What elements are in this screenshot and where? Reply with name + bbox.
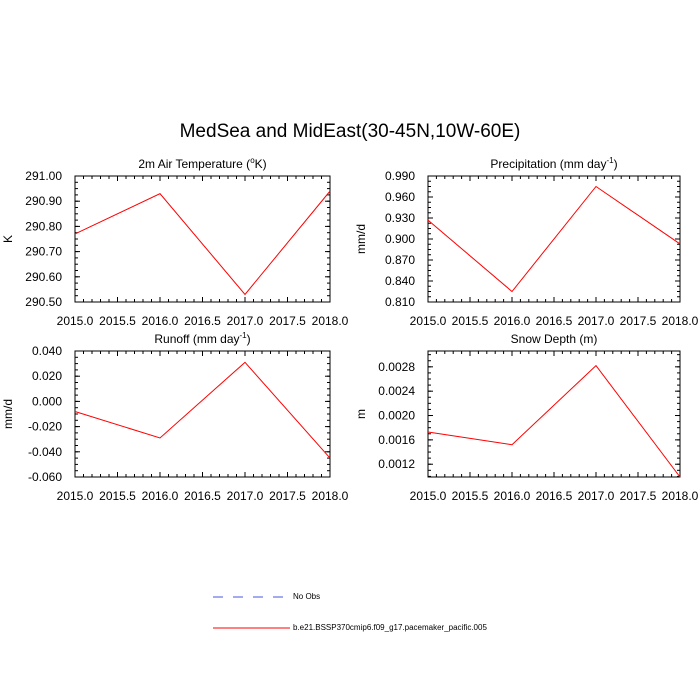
- x-tick-label: 2017.5: [620, 314, 657, 328]
- series-line: [427, 364, 681, 478]
- x-tick-label: 2015.5: [99, 489, 136, 503]
- y-tick-label: 0.000: [32, 394, 62, 408]
- series-line: [74, 190, 331, 296]
- y-tick-label: 0.0028: [378, 360, 415, 374]
- x-tick-label: 2016.5: [184, 489, 221, 503]
- y-tick-label: 290.60: [25, 270, 62, 284]
- x-tick-label: 2017.5: [269, 314, 306, 328]
- x-tick-label: 2017.0: [578, 489, 615, 503]
- panel-title-part: Runoff (mm day: [154, 332, 239, 346]
- x-tick-label: 2016.5: [536, 314, 573, 328]
- y-tick-label: 290.80: [25, 219, 62, 233]
- panel-title: 2m Air Temperature (oK): [138, 156, 266, 171]
- x-tick-label: 2016.0: [494, 314, 531, 328]
- y-axis-label: mm/d: [354, 224, 368, 254]
- page-title: MedSea and MidEast(30-45N,10W-60E): [179, 121, 521, 142]
- y-tick-label: -0.020: [28, 420, 62, 434]
- y-tick-label: 0.0016: [378, 433, 415, 447]
- y-tick-label: -0.060: [28, 470, 62, 484]
- x-tick-label: 2018.0: [662, 489, 699, 503]
- panel-title-part: ): [247, 332, 251, 346]
- series-line: [427, 185, 681, 293]
- panel-title-part: 2m Air Temperature (: [138, 157, 250, 171]
- y-tick-label: 0.0012: [378, 457, 415, 471]
- y-tick-label: 0.020: [32, 369, 62, 383]
- panel-title-superscript: -1: [606, 156, 614, 165]
- panel-title-superscript: -1: [240, 331, 248, 340]
- x-tick-label: 2016.5: [536, 489, 573, 503]
- x-tick-label: 2017.0: [227, 489, 264, 503]
- x-tick-label: 2017.0: [578, 314, 615, 328]
- y-tick-label: 0.040: [32, 344, 62, 358]
- x-tick-label: 2015.0: [57, 489, 94, 503]
- y-tick-label: 290.70: [25, 245, 62, 259]
- y-tick-label: -0.040: [28, 445, 62, 459]
- x-tick-label: 2016.0: [494, 489, 531, 503]
- x-tick-label: 2018.0: [312, 489, 349, 503]
- x-tick-label: 2017.5: [620, 489, 657, 503]
- x-tick-label: 2016.0: [142, 489, 179, 503]
- panel-title: Runoff (mm day-1): [154, 331, 250, 346]
- panel-title-part: ): [614, 157, 618, 171]
- panel-title-part: Snow Depth (m): [511, 332, 598, 346]
- y-axis-label: m: [354, 409, 368, 419]
- y-tick-label: 0.930: [385, 211, 415, 225]
- x-tick-label: 2015.0: [57, 314, 94, 328]
- y-tick-label: 0.900: [385, 232, 415, 246]
- x-tick-label: 2015.0: [410, 489, 447, 503]
- x-tick-label: 2018.0: [662, 314, 699, 328]
- x-tick-label: 2016.0: [142, 314, 179, 328]
- panel-title: Snow Depth (m): [511, 332, 598, 346]
- x-tick-label: 2016.5: [184, 314, 221, 328]
- panel-title-part: Precipitation (mm day: [490, 157, 606, 171]
- plot-frame: [427, 350, 681, 478]
- y-tick-label: 290.50: [25, 295, 62, 309]
- x-tick-label: 2015.5: [452, 314, 489, 328]
- y-tick-label: 290.90: [25, 194, 62, 208]
- panel-title-part: K): [255, 157, 267, 171]
- y-tick-label: 0.990: [385, 169, 415, 183]
- y-tick-label: 291.00: [25, 169, 62, 183]
- y-tick-label: 0.870: [385, 253, 415, 267]
- panel-title: Precipitation (mm day-1): [490, 156, 617, 171]
- y-tick-label: 0.810: [385, 295, 415, 309]
- x-tick-label: 2017.5: [269, 489, 306, 503]
- x-tick-label: 2015.5: [452, 489, 489, 503]
- x-tick-label: 2015.5: [99, 314, 136, 328]
- x-tick-label: 2017.0: [227, 314, 264, 328]
- y-tick-label: 0.840: [385, 274, 415, 288]
- y-tick-label: 0.0020: [378, 409, 415, 423]
- x-tick-label: 2018.0: [312, 314, 349, 328]
- y-tick-label: 0.960: [385, 190, 415, 204]
- y-tick-label: 0.0024: [378, 384, 415, 398]
- y-axis-label: mm/d: [1, 399, 15, 429]
- x-tick-label: 2015.0: [410, 314, 447, 328]
- panel-title-superscript: o: [250, 156, 255, 165]
- y-axis-label: K: [1, 235, 15, 243]
- series-line: [74, 361, 331, 459]
